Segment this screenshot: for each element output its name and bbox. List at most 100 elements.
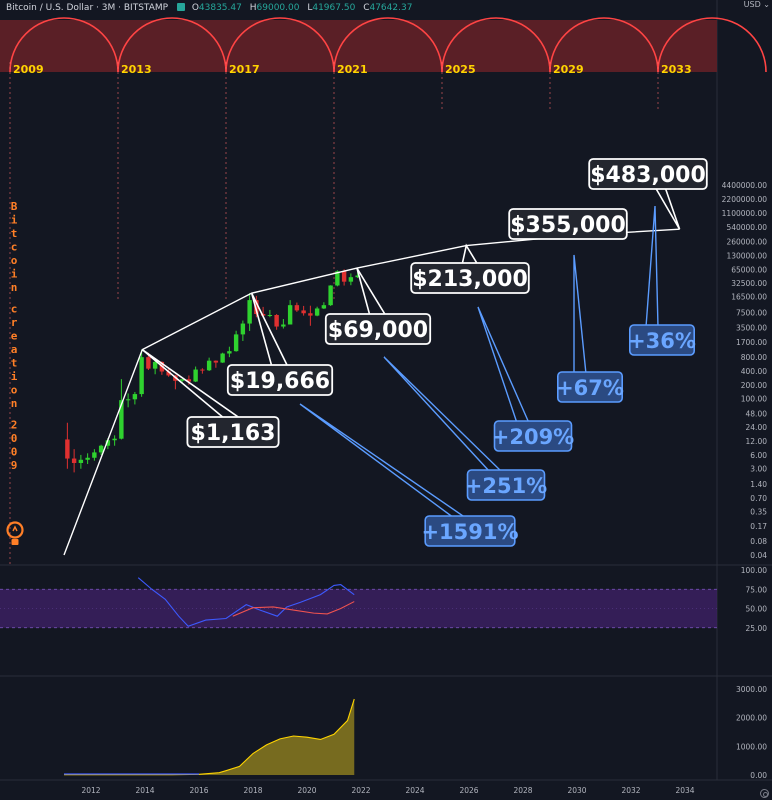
callout-box — [508, 208, 628, 240]
cycle-band — [0, 20, 717, 72]
callout-pointer — [356, 267, 388, 317]
callout-pointer — [250, 292, 290, 368]
callout-pct-text: +1591% — [421, 520, 518, 544]
side-text-char: t — [11, 357, 18, 370]
side-text-char: 0 — [11, 446, 18, 459]
candle — [213, 360, 219, 368]
callout-box — [410, 262, 530, 294]
price-axis-tick: 0.70 — [750, 494, 767, 503]
time-axis-tick: 2022 — [351, 786, 370, 795]
price-axis-tick: 65000.00 — [731, 265, 767, 274]
side-text-char: i — [11, 268, 18, 281]
pct-callout: +1591% — [299, 403, 519, 547]
time-axis-tick: 2018 — [243, 786, 262, 795]
candle — [200, 368, 205, 374]
candle — [139, 349, 144, 397]
callout-box — [493, 420, 573, 452]
side-text-char: r — [11, 316, 18, 329]
price-axis-tick: 260000.00 — [726, 238, 767, 247]
callout-pointer — [141, 349, 244, 420]
rsi-axis-tick: 100.00 — [741, 566, 767, 575]
side-text-char: o — [11, 254, 18, 267]
candle — [71, 449, 77, 473]
volume-area — [64, 699, 355, 775]
side-text-char: e — [11, 330, 18, 343]
time-axis-tick: 2020 — [297, 786, 316, 795]
candle — [247, 293, 252, 331]
candle — [233, 330, 239, 352]
volume-axis-tick: 1000.00 — [736, 742, 767, 751]
pct-callout: +67% — [556, 254, 624, 403]
candle — [314, 306, 320, 317]
price-axis-tick: 0.17 — [750, 522, 767, 531]
side-text-char: 9 — [11, 459, 18, 472]
side-text-char: 2 — [11, 419, 18, 432]
callout-box — [226, 364, 334, 396]
candle — [132, 391, 138, 405]
price-axis-tick: 48.00 — [746, 409, 768, 418]
lightbulb-icon — [6, 521, 24, 545]
candle — [274, 314, 279, 330]
time-axis-tick: 2012 — [81, 786, 100, 795]
callout-pct-text: +67% — [556, 376, 624, 400]
callout-price-text: $1,163 — [191, 421, 276, 446]
volume-axis-tick: 3000.00 — [736, 685, 767, 694]
time-axis-tick: 2014 — [135, 786, 154, 795]
time-axis-tick: 2030 — [567, 786, 586, 795]
settings-gear-icon[interactable] — [760, 789, 769, 798]
price-axis-tick: 1.40 — [750, 480, 767, 489]
ohlc-high: 69000.00 — [256, 3, 300, 13]
rsi-axis-tick: 75.00 — [746, 585, 768, 594]
callout-price-text: $69,000 — [328, 318, 428, 343]
candle — [112, 435, 117, 446]
callout-box — [424, 515, 516, 547]
rsi-signal-line — [232, 601, 355, 617]
time-axis-tick: 2026 — [459, 786, 478, 795]
candle — [119, 379, 124, 440]
candle — [341, 269, 347, 286]
candle — [92, 449, 97, 461]
candle — [98, 444, 104, 455]
price-axis-tick: 400.00 — [741, 367, 767, 376]
cycle-year-label: 2029 — [553, 63, 584, 76]
candle — [125, 393, 131, 408]
side-text-char: a — [11, 343, 18, 356]
candle — [78, 454, 84, 469]
cycle-year-label: 2009 — [13, 63, 44, 76]
time-axis-tick: 2028 — [513, 786, 532, 795]
callout-pointer — [573, 254, 587, 375]
callout-pointer — [299, 403, 469, 519]
price-axis-tick: 540000.00 — [726, 223, 767, 232]
callout-box — [466, 469, 546, 501]
volume-axis-tick: 2000.00 — [736, 714, 767, 723]
callout-price-text: $213,000 — [412, 267, 528, 292]
candle — [287, 300, 293, 325]
callout-box — [588, 158, 708, 190]
time-axis-tick: 2016 — [189, 786, 208, 795]
rsi-axis-tick: 50.00 — [746, 605, 768, 614]
price-axis-tick: 800.00 — [741, 353, 767, 362]
side-text-char: B — [11, 200, 18, 213]
price-axis-tick: 0.08 — [750, 537, 767, 546]
candle — [193, 366, 198, 383]
ohlc-low: 41967.50 — [312, 3, 356, 13]
side-text-char: i — [11, 214, 18, 227]
cycle-arc — [657, 17, 767, 73]
side-text-char: n — [11, 397, 18, 410]
side-text-char: n — [11, 281, 18, 294]
currency-selector[interactable]: USD ⌄ — [743, 0, 770, 9]
candle — [65, 422, 70, 469]
interval-label: 3M — [101, 3, 116, 13]
callout-box — [186, 416, 280, 448]
volume-axis-tick: 0.00 — [750, 771, 767, 780]
side-text-char: 0 — [11, 432, 18, 445]
side-text-char: c — [11, 303, 18, 316]
cycle-arc — [117, 17, 227, 73]
callout-pct-text: +251% — [465, 474, 547, 498]
callout-pct-text: +36% — [628, 329, 696, 353]
cycle-year-label: 2013 — [121, 63, 152, 76]
pct-callout: +36% — [628, 205, 696, 356]
symbol-header[interactable]: Bitcoin / U.S. Dollar · 3M · BITSTAMP O4… — [6, 3, 413, 13]
price-axis-tick: 6.00 — [750, 451, 767, 460]
